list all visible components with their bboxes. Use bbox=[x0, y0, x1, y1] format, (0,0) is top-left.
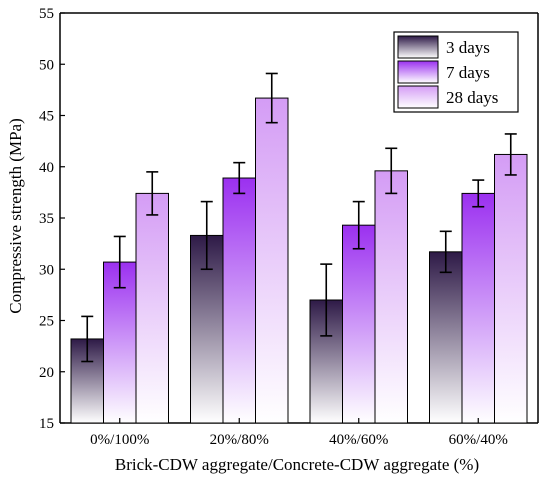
y-tick-label: 20 bbox=[39, 365, 54, 381]
bar-3-days-3 bbox=[429, 251, 463, 424]
bar-28-days-2 bbox=[374, 170, 408, 424]
x-tick-label: 40%/60% bbox=[329, 432, 388, 448]
legend-label: 28 days bbox=[446, 88, 498, 107]
bar-7-days-1 bbox=[222, 177, 256, 424]
y-tick-label: 45 bbox=[39, 109, 54, 125]
bar-7-days-3 bbox=[461, 192, 495, 424]
x-tick-label: 20%/80% bbox=[210, 432, 269, 448]
legend-swatch bbox=[397, 85, 439, 109]
y-tick-label: 35 bbox=[39, 211, 54, 227]
bar-28-days-3 bbox=[494, 153, 528, 424]
x-tick-label: 0%/100% bbox=[90, 432, 149, 448]
y-tick-label: 55 bbox=[39, 6, 54, 22]
legend: 3 days 7 days 28 days bbox=[393, 31, 519, 113]
legend-label: 3 days bbox=[446, 38, 490, 57]
plot-area: 15 20 25 30 35 40 45 50 55 0%/100% 20%/80% 40%/60% 6… bbox=[39, 6, 539, 448]
bar-28-days-1 bbox=[255, 97, 289, 424]
legend-label: 7 days bbox=[446, 63, 490, 82]
y-tick-label: 40 bbox=[39, 160, 54, 176]
y-axis-title: Compressive strength (MPa) bbox=[6, 118, 25, 313]
bar-7-days-2 bbox=[342, 224, 376, 424]
y-tick-label: 25 bbox=[39, 314, 54, 330]
bar-28-days-0 bbox=[135, 192, 169, 424]
legend-swatch bbox=[397, 35, 439, 59]
y-tick-label: 15 bbox=[39, 416, 54, 432]
legend-swatch bbox=[397, 60, 439, 84]
x-tick-label: 60%/40% bbox=[449, 432, 508, 448]
y-tick-label: 30 bbox=[39, 262, 54, 278]
x-axis-title: Brick-CDW aggregate/Concrete-CDW aggrega… bbox=[115, 455, 479, 474]
y-tick-label: 50 bbox=[39, 57, 54, 73]
